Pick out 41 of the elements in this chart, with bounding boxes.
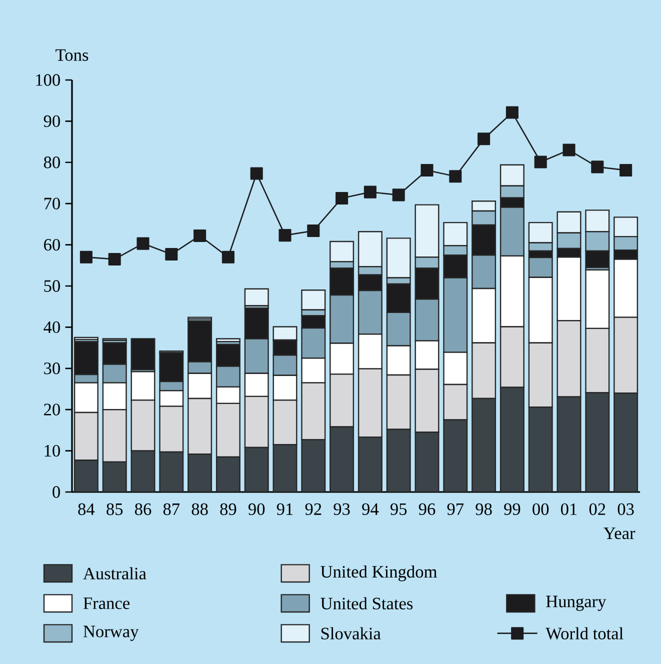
- y-tick-label: 80: [44, 156, 60, 168]
- x-tick-label: 01: [561, 503, 577, 516]
- y-tick-label: 90: [44, 115, 60, 128]
- x-tick-label: 93: [334, 503, 350, 516]
- y-axis-title: Tons: [56, 49, 88, 61]
- x-tick-label: 88: [192, 503, 208, 516]
- legend-label: Slovakia: [321, 627, 381, 640]
- x-tick-label: 84: [78, 503, 95, 516]
- y-tick-label: 10: [44, 444, 60, 457]
- y-tick-label: 60: [44, 238, 60, 251]
- x-tick-label: 86: [135, 503, 152, 516]
- y-tick-label: 100: [36, 74, 60, 86]
- legend-label: Norway: [83, 626, 139, 641]
- x-axis-title: Year: [604, 528, 636, 540]
- x-tick-label: 99: [504, 503, 520, 516]
- legend-label: France: [83, 598, 130, 610]
- legend-label: United Kingdom: [320, 565, 437, 582]
- x-tick-label: 94: [362, 503, 379, 516]
- y-tick-label: 20: [44, 404, 60, 416]
- legend-label: United States: [320, 597, 413, 610]
- x-tick-label: 96: [418, 503, 436, 516]
- y-tick-label: 30: [44, 362, 60, 374]
- x-tick-label: 00: [532, 503, 549, 516]
- x-tick-label: 95: [390, 503, 407, 516]
- x-tick-label: 90: [248, 503, 265, 516]
- x-tick-label: 98: [476, 503, 492, 516]
- x-tick-label: 89: [220, 503, 236, 516]
- legend-label: Australia: [83, 567, 146, 580]
- x-tick-label: 92: [305, 503, 322, 516]
- x-tick-label: 03: [618, 503, 634, 516]
- y-tick-label: 70: [44, 198, 60, 210]
- y-tick-label: 50: [44, 280, 60, 292]
- y-tick-label: 40: [44, 321, 60, 334]
- legend-label: Hungary: [546, 596, 606, 611]
- x-tick-label: 02: [589, 503, 606, 516]
- y-tick-label: 0: [52, 486, 60, 498]
- x-tick-label: 97: [447, 503, 464, 516]
- legend-label: World total: [546, 627, 624, 640]
- x-tick-label: 87: [163, 503, 180, 516]
- x-tick-label: 85: [106, 503, 123, 516]
- x-tick-label: 91: [276, 503, 293, 516]
